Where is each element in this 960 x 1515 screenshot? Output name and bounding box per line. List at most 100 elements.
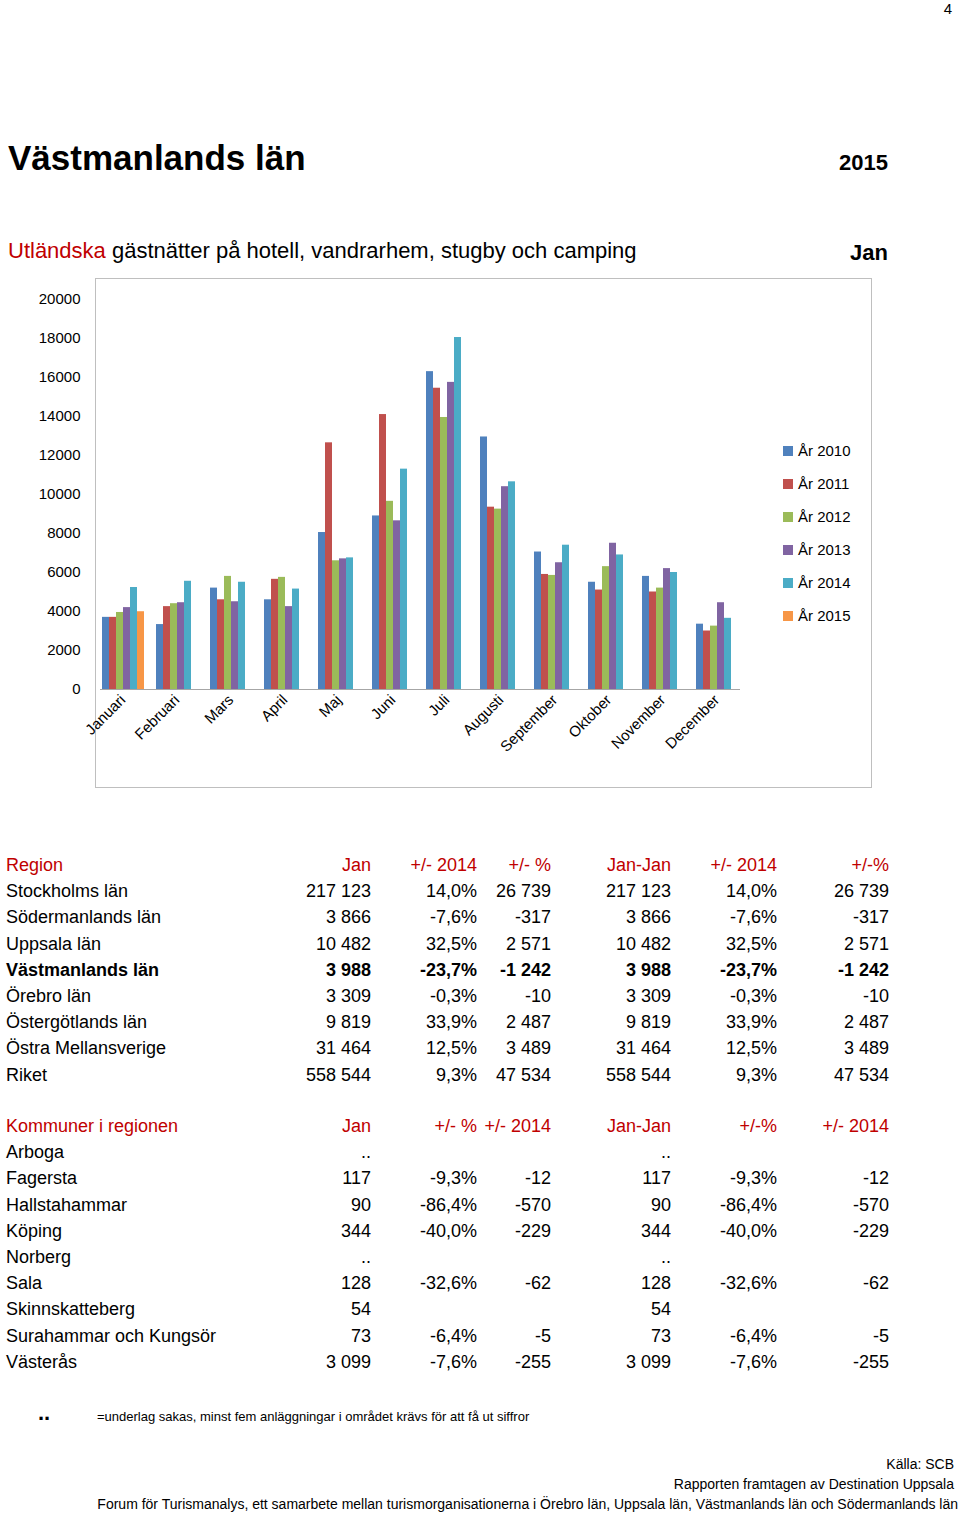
html-text:10 482: 10 482 [315,933,371,954]
svg-text:Oktober: Oktober [565,691,615,741]
html-text:32,5%: 32,5% [726,933,777,954]
svg-text:Augusti: Augusti [459,691,506,738]
html-text:3 988: 3 988 [626,959,671,980]
svg-text:18000: 18000 [39,329,81,346]
html-text:3 866: 3 866 [626,907,671,928]
html-text:Västmanlands län: Västmanlands län [8,138,306,177]
svg-text:Februari: Februari [131,691,183,743]
svg-text:8000: 8000 [47,524,80,541]
html-text:-7,6%: -7,6% [430,907,477,928]
svg-text:September: September [497,691,561,755]
html-text:26 739: 26 739 [833,881,889,902]
html-text:-9,3%: -9,3% [730,1168,777,1189]
html-text:-40,0%: -40,0% [720,1220,777,1241]
html-text:Köping: Köping [6,1220,63,1241]
html-text:31 464: 31 464 [615,1038,671,1059]
html-text:-317: -317 [515,907,551,928]
html-text:9,3%: 9,3% [736,1064,777,1085]
html-text:12,5%: 12,5% [726,1038,777,1059]
svg-text:2000: 2000 [47,641,80,658]
html-text:558 544: 558 544 [605,1064,671,1085]
html-text:3 866: 3 866 [326,907,371,928]
html-text:-86,4%: -86,4% [720,1194,777,1215]
svg-text:November: November [608,691,669,752]
html-text:9 819: 9 819 [326,1012,371,1033]
html-text:Östra Mellansverige: Östra Mellansverige [6,1038,167,1059]
html-text:-40,0%: -40,0% [420,1220,477,1241]
html-text:Östergötlands län: Östergötlands län [6,1012,148,1033]
html-text:558 544: 558 544 [305,1064,371,1085]
html-text:-62: -62 [525,1273,551,1294]
html-text:Jan: Jan [850,240,888,265]
svg-text:4000: 4000 [47,602,80,619]
html-text:128: 128 [341,1273,371,1294]
html-text:-570: -570 [515,1194,551,1215]
html-text:117: 117 [342,1168,371,1189]
svg-text:10000: 10000 [39,485,81,502]
html-text:Västmanlands län: Västmanlands län [6,959,160,980]
svg-text:Juli: Juli [425,691,453,719]
html-text:-317: -317 [853,907,889,928]
html-text:-23,7%: -23,7% [420,959,477,980]
html-text:Utländska gästnätter på hotell: Utländska gästnätter på hotell, vandrarh… [8,238,637,263]
html-text:47 534: 47 534 [833,1064,889,1085]
html-text:217 123: 217 123 [305,881,371,902]
html-text:26 739: 26 739 [495,881,551,902]
svg-text:Januari: Januari [82,691,129,738]
html-text:-570: -570 [853,1194,889,1215]
html-text:-229: -229 [515,1220,551,1241]
html-text:10 482: 10 482 [615,933,671,954]
svg-text:December: December [662,691,723,752]
html-text:Hallstahammar: Hallstahammar [6,1194,127,1215]
html-text:117: 117 [642,1168,671,1189]
html-text:14,0%: 14,0% [726,881,777,902]
html-text:Södermanlands län: Södermanlands län [6,907,162,928]
html-text:-1 242: -1 242 [500,959,551,980]
svg-text:14000: 14000 [39,407,81,424]
html-text:12,5%: 12,5% [426,1038,477,1059]
html-text:-23,7%: -23,7% [720,959,777,980]
html-text:3 988: 3 988 [326,959,371,980]
svg-text:April: April [257,691,290,724]
html-text:-86,4%: -86,4% [420,1194,477,1215]
svg-text:6000: 6000 [47,563,80,580]
html-text:Uppsala län: Uppsala län [6,933,102,954]
html-text:-229: -229 [853,1220,889,1241]
html-text:217 123: 217 123 [605,881,671,902]
html-text:32,5%: 32,5% [426,933,477,954]
html-text:3 489: 3 489 [844,1038,889,1059]
svg-text:Mars: Mars [201,691,237,727]
html-text:-32,6%: -32,6% [420,1273,477,1294]
svg-text:Maj: Maj [315,691,344,720]
html-text:47 534: 47 534 [495,1064,551,1085]
html-text:14,0%: 14,0% [426,881,477,902]
html-text:2 571: 2 571 [844,933,889,954]
html-text:344: 344 [641,1220,671,1241]
html-text:33,9%: 33,9% [426,1012,477,1033]
html-text:2 487: 2 487 [506,1012,551,1033]
svg-text:20000: 20000 [39,290,81,307]
html-text:344: 344 [341,1220,371,1241]
html-text:Stockholms län: Stockholms län [6,881,129,902]
html-text:3 489: 3 489 [506,1038,551,1059]
html-text:9,3%: 9,3% [436,1064,477,1085]
html-text:2015: 2015 [839,150,888,175]
html-text:Riket: Riket [6,1064,47,1085]
html-text:-12: -12 [863,1168,889,1189]
svg-text:12000: 12000 [39,446,81,463]
html-text:31 464: 31 464 [315,1038,371,1059]
html-text:Fagersta: Fagersta [6,1168,77,1189]
html-text:-1 242: -1 242 [838,959,889,980]
html-text:2 571: 2 571 [506,933,551,954]
html-text:-12: -12 [525,1168,551,1189]
html-text:9 819: 9 819 [626,1012,671,1033]
html-text:Arboga: Arboga [6,1142,64,1163]
html-text:2 487: 2 487 [844,1012,889,1033]
html-text:33,9%: 33,9% [726,1012,777,1033]
svg-text:0: 0 [72,680,80,697]
html-text:Sala: Sala [6,1273,42,1294]
svg-text:Juni: Juni [367,691,398,722]
html-text:-9,3%: -9,3% [430,1168,477,1189]
html-text:-7,6%: -7,6% [730,907,777,928]
svg-text:16000: 16000 [39,368,81,385]
